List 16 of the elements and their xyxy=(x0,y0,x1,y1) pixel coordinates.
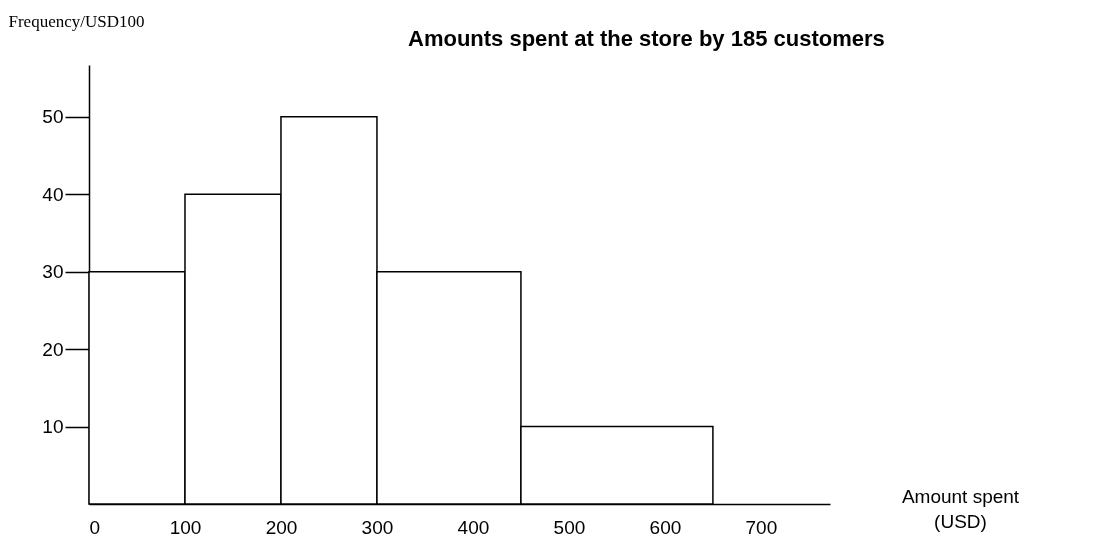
x-tick-label: 600 xyxy=(649,516,682,538)
y-tick-label: 50 xyxy=(42,106,64,128)
chart-title: Amounts spent at the store by 185 customers xyxy=(408,26,885,51)
x-tick-label: 0 xyxy=(89,516,101,538)
x-axis-title: Amount spent (USD) xyxy=(901,485,1020,532)
x-tick-label: 300 xyxy=(361,516,394,538)
y-axis-title: Frequency/USD100 xyxy=(8,11,145,31)
x-tick-label: 500 xyxy=(553,516,586,538)
y-tick-label: 30 xyxy=(42,261,64,283)
y-tick-label: 10 xyxy=(42,416,64,438)
x-tick-label: 200 xyxy=(265,516,298,538)
y-tick-label: 20 xyxy=(42,338,64,360)
y-tick-label: 40 xyxy=(42,183,64,205)
x-tick-label: 100 xyxy=(169,516,202,538)
x-tick-label: 700 xyxy=(745,516,778,538)
x-tick-label: 400 xyxy=(457,516,490,538)
